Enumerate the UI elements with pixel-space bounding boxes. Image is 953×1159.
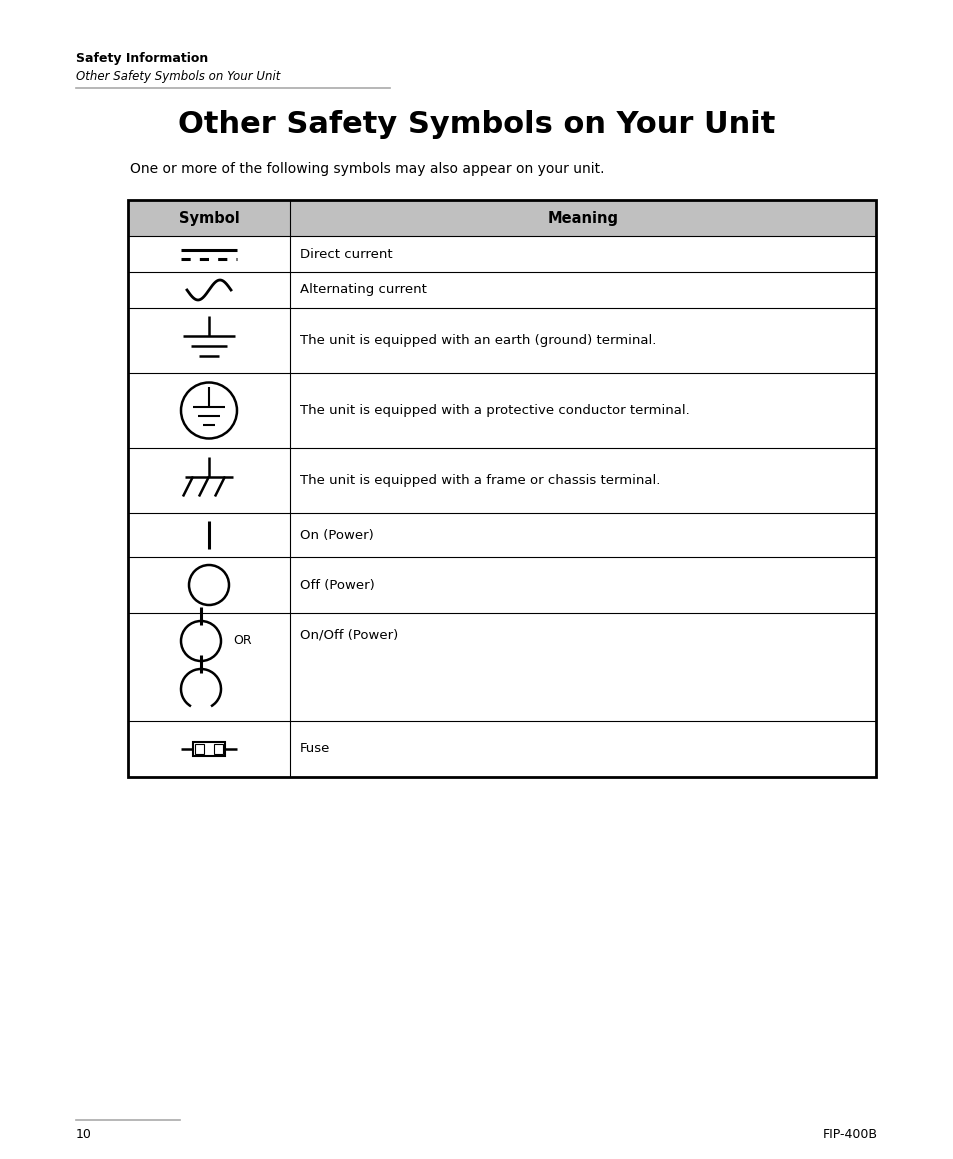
Text: Off (Power): Off (Power) (299, 578, 375, 591)
Bar (194, 744, 204, 755)
Text: Safety Information: Safety Information (76, 52, 208, 65)
Text: Direct current: Direct current (299, 248, 393, 261)
Bar (193, 742, 225, 756)
Bar (213, 744, 223, 755)
Bar (128, 201, 875, 777)
Text: OR: OR (233, 634, 252, 648)
Text: On/Off (Power): On/Off (Power) (299, 628, 397, 641)
Text: The unit is equipped with an earth (ground) terminal.: The unit is equipped with an earth (grou… (299, 334, 656, 347)
Text: Symbol: Symbol (178, 211, 239, 226)
Text: Other Safety Symbols on Your Unit: Other Safety Symbols on Your Unit (76, 70, 280, 83)
Text: FIP-400B: FIP-400B (822, 1128, 877, 1140)
Text: Fuse: Fuse (299, 743, 330, 756)
Text: The unit is equipped with a protective conductor terminal.: The unit is equipped with a protective c… (299, 404, 689, 417)
Text: The unit is equipped with a frame or chassis terminal.: The unit is equipped with a frame or cha… (299, 474, 659, 487)
Text: One or more of the following symbols may also appear on your unit.: One or more of the following symbols may… (130, 162, 604, 176)
Text: Alternating current: Alternating current (299, 284, 426, 297)
Text: Meaning: Meaning (547, 211, 618, 226)
Text: 10: 10 (76, 1128, 91, 1140)
Bar (128, 201, 875, 236)
Text: On (Power): On (Power) (299, 529, 374, 541)
Text: Other Safety Symbols on Your Unit: Other Safety Symbols on Your Unit (178, 110, 775, 139)
